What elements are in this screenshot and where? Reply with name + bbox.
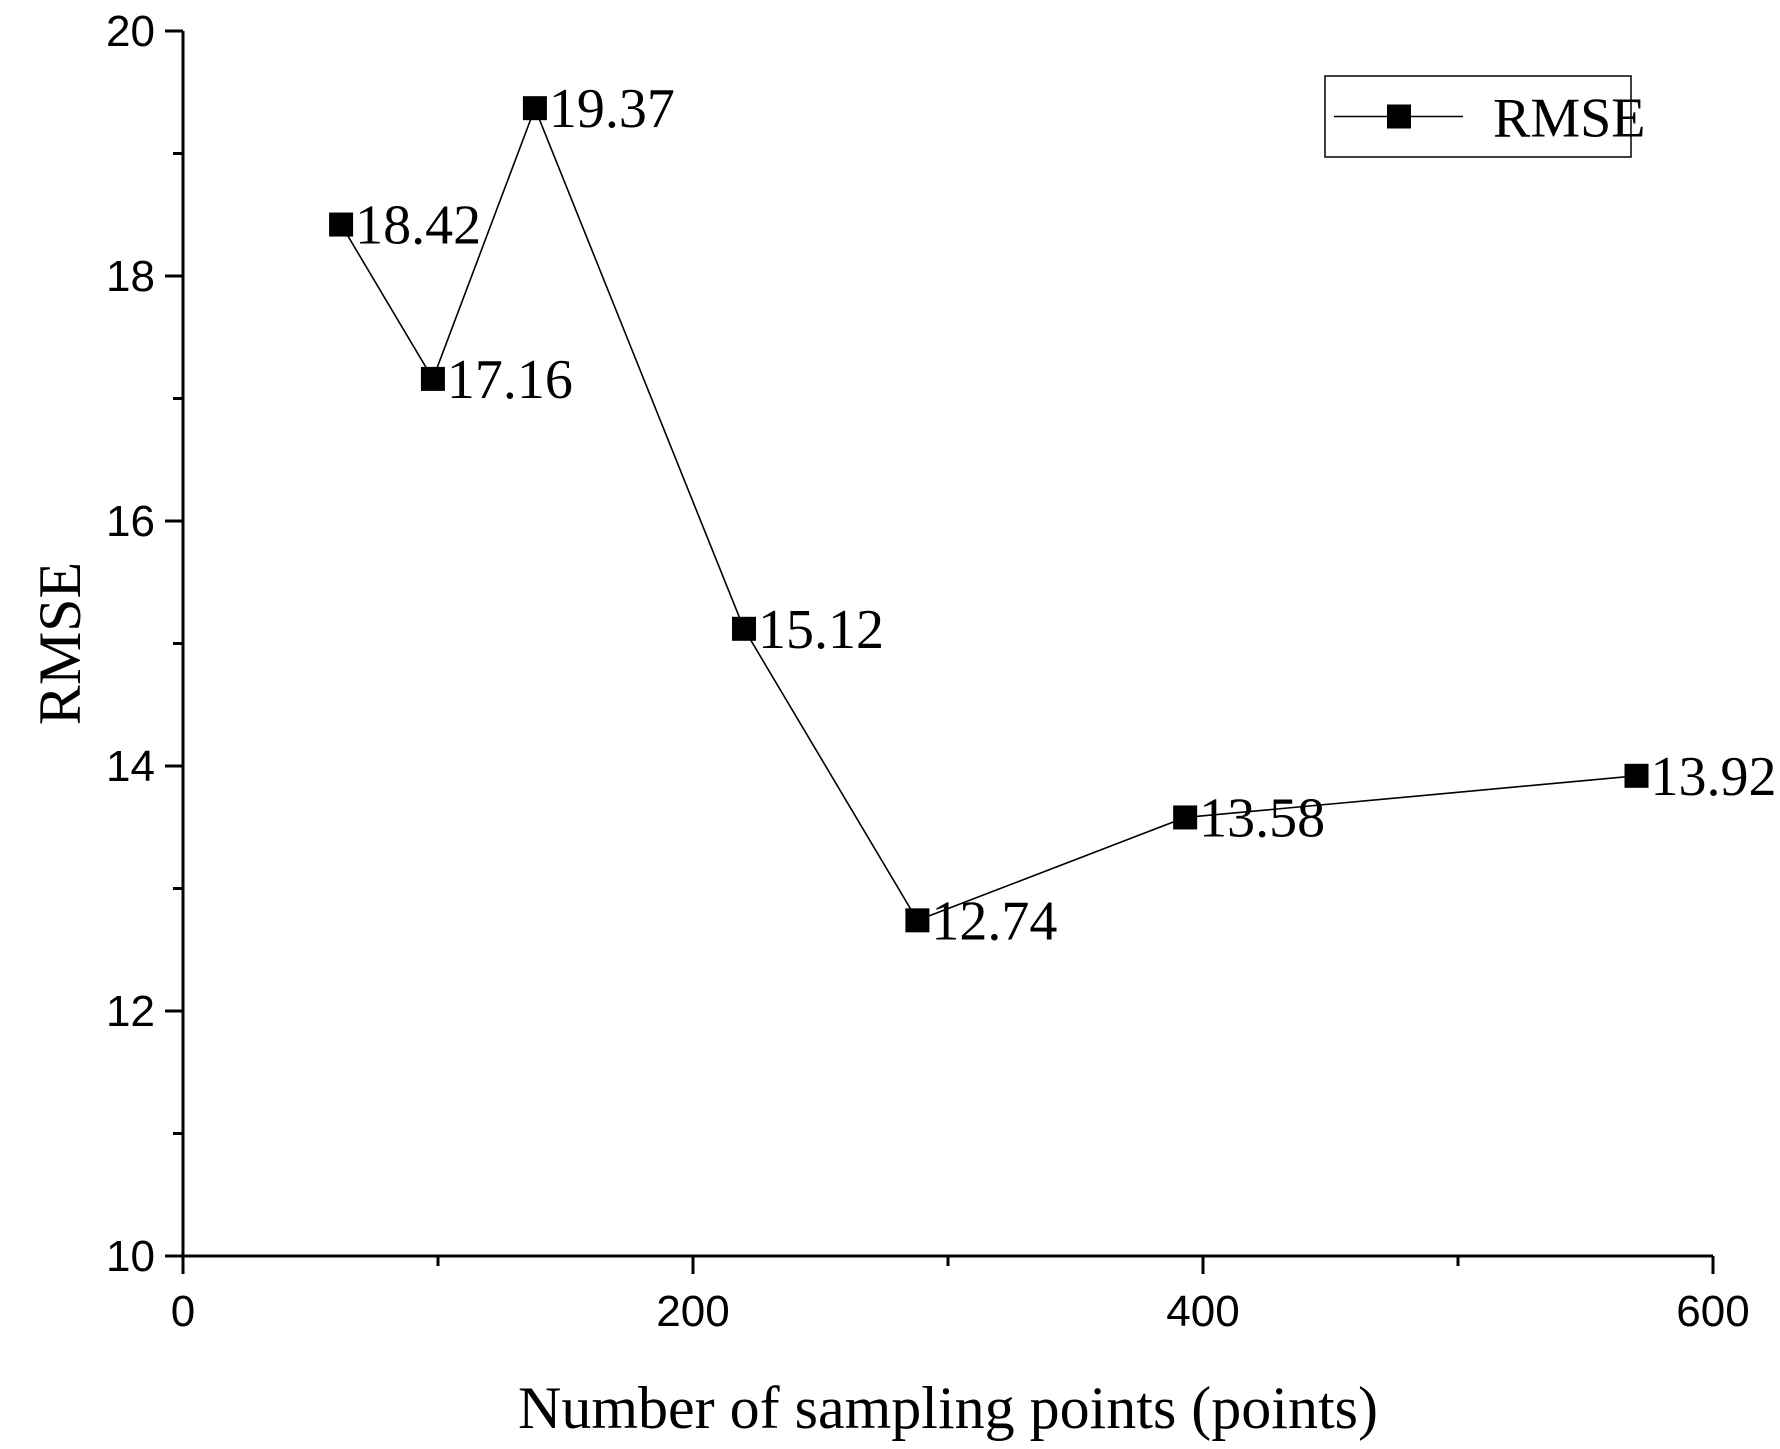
y-axis-title: RMSE bbox=[27, 562, 93, 725]
data-labels: 18.42 17.16 19.37 15.12 12.74 13.58 13.92 bbox=[355, 78, 1776, 952]
series-line-rmse bbox=[340, 105, 1637, 922]
data-label: 13.58 bbox=[1199, 787, 1325, 849]
data-label: 13.92 bbox=[1651, 746, 1777, 808]
y-tick-label: 16 bbox=[106, 497, 155, 546]
data-label: 15.12 bbox=[758, 599, 884, 661]
y-tick-label: 14 bbox=[106, 742, 155, 791]
data-label: 18.42 bbox=[355, 195, 481, 257]
legend-label-rmse: RMSE bbox=[1493, 88, 1646, 150]
x-tick-label: 600 bbox=[1676, 1287, 1749, 1336]
data-label: 19.37 bbox=[549, 78, 675, 140]
data-label: 17.16 bbox=[447, 349, 573, 411]
data-point-marker bbox=[732, 616, 756, 641]
data-point-marker bbox=[522, 96, 547, 121]
y-tick-label: 10 bbox=[106, 1232, 155, 1281]
tick-marks bbox=[165, 29, 1715, 1274]
y-tick-label: 18 bbox=[106, 252, 155, 301]
y-tick-label: 20 bbox=[106, 7, 155, 56]
series-rmse bbox=[329, 96, 1649, 933]
data-point-marker bbox=[329, 212, 354, 237]
data-point-marker bbox=[1624, 763, 1649, 788]
data-point-marker bbox=[905, 908, 930, 933]
data-point-marker bbox=[1173, 805, 1198, 830]
x-tick-label: 200 bbox=[656, 1287, 729, 1336]
x-tick-label: 0 bbox=[171, 1287, 195, 1336]
data-point-marker bbox=[420, 366, 445, 391]
legend-marker bbox=[1387, 104, 1411, 129]
data-label: 12.74 bbox=[931, 890, 1057, 952]
legend: RMSE bbox=[1324, 75, 1646, 158]
y-tick-label: 12 bbox=[106, 987, 155, 1036]
x-tick-label: 400 bbox=[1166, 1287, 1239, 1336]
x-axis-title: Number of sampling points (points) bbox=[518, 1375, 1378, 1441]
